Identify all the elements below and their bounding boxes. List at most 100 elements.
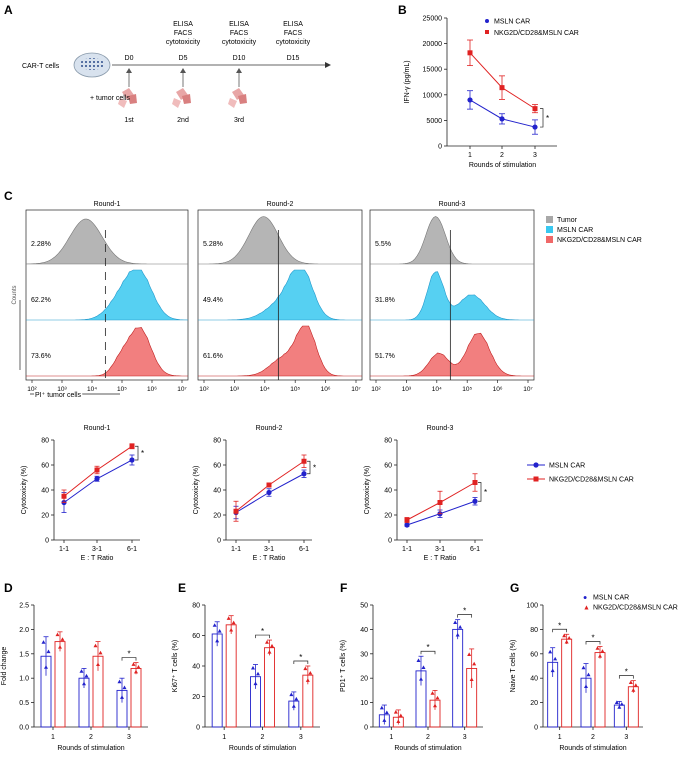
- chart-d-replicate-point: [134, 669, 138, 674]
- hist-x-tick-label: 10²: [27, 386, 37, 393]
- chart-g-x-tick-label: 2: [591, 734, 595, 741]
- hist-msln-curve: [26, 269, 189, 321]
- chart-f-replicate-point: [453, 620, 458, 624]
- hist-tumor-curve: [370, 216, 534, 265]
- chart-g-replicate-point: [617, 705, 622, 709]
- chart-e-replicate-point: [267, 649, 272, 654]
- chart-f-y-tick-label: 40: [360, 627, 368, 634]
- chart-d-bar: [54, 641, 66, 728]
- chart-g-x-label: Rounds of stimulation: [559, 745, 626, 752]
- chart-c-line-point: [266, 489, 272, 496]
- chart-f-replicate-point: [435, 695, 440, 700]
- hist-x-tick-label: 10⁵: [462, 386, 472, 393]
- chart-b-legend-label: NKG2D/CD28&MSLN CAR: [494, 30, 579, 37]
- chart-c-line-point: [94, 476, 100, 482]
- chart-f-bar: [452, 628, 464, 728]
- chart-d-x-label: Rounds of stimulation: [57, 745, 124, 752]
- hist-legend-label: MSLN CAR: [557, 227, 593, 234]
- chart-f-sig-star: *: [426, 643, 429, 652]
- chart-c-line-y-tick-label: 60: [213, 463, 221, 470]
- chart-g-y-tick-label: 80: [530, 627, 538, 634]
- hist-x-tick-label: 10²: [199, 386, 209, 393]
- chart-g-y-tick-label: 40: [530, 676, 538, 683]
- chart-f-replicate-point: [467, 652, 472, 656]
- chart-f-replicate-point: [421, 665, 426, 669]
- chart-e-replicate-point: [212, 623, 217, 627]
- chart-c-line-legend-marker: [533, 476, 539, 482]
- chart-f-y-tick-label: 20: [360, 676, 368, 683]
- assay-elisa-d15: ELISA: [283, 21, 303, 28]
- chart-d-replicate-point: [60, 637, 65, 641]
- chart-d-replicate-point: [117, 679, 122, 684]
- chart-f-y-tick-label: 30: [360, 651, 368, 658]
- chart-d-x-tick-label: 3: [127, 734, 131, 741]
- chart-d-bar: [130, 667, 142, 728]
- chart-d-y-tick-label: 2.0: [19, 627, 29, 634]
- chart-c-line-title: Round-2: [256, 425, 283, 432]
- chart-c-line-y-label: Cytotoxicity (%): [193, 466, 200, 515]
- round-2nd: 2nd: [177, 117, 189, 124]
- chart-g-legend-marker: ▲: [583, 605, 590, 612]
- hist-tumor-curve: [25, 218, 188, 265]
- assay-elisa-d5: ELISA: [173, 21, 193, 28]
- chart-g-y-label: Naive T cells (%): [510, 640, 517, 693]
- chart-c-line-x-tick-label: 1-1: [59, 546, 69, 553]
- chart-e-bar: [211, 633, 223, 728]
- hist-nk-curve: [370, 332, 534, 377]
- chart-c-line-y-tick-label: 20: [41, 513, 49, 520]
- chart-c-line-x-tick-label: 3-1: [92, 546, 102, 553]
- chart-c-line-point: [472, 480, 478, 485]
- hist-nk-curve: [26, 327, 188, 377]
- chart-f-replicate-point: [393, 709, 398, 714]
- chart-f-x-tick-label: 3: [463, 734, 467, 741]
- hist-nk-curve: [198, 325, 362, 377]
- hist-percent: 62.2%: [31, 297, 51, 304]
- chart-g-sig-star: *: [558, 621, 561, 630]
- chart-b-y-tick-label: 20000: [423, 41, 443, 48]
- hist-x-tick-label: 10³: [230, 386, 240, 393]
- chart-e-y-tick-label: 60: [192, 633, 200, 640]
- chart-d-y-tick-label: 2.5: [19, 603, 29, 610]
- chart-e-replicate-point: [226, 616, 231, 620]
- tumor-cells-icon-3: [228, 88, 247, 108]
- chart-c-line-round-1: Round-1 0 20 40 60 80 Cytotoxicity (%) 1-1 3-1 6-…: [21, 425, 144, 562]
- chart-e-x-label: Rounds of stimulation: [229, 745, 296, 752]
- chart-g-sig-bracket: [618, 675, 634, 679]
- panel-a-schematic: CAR-T cells D0 D5 D10 D15 ELISA FACS cyt…: [22, 21, 331, 124]
- chart-g-replicate-point: [628, 680, 633, 684]
- assay-cytotoxicity-d5: cytotoxicity: [166, 39, 201, 46]
- chart-e-replicate-point: [294, 696, 299, 701]
- chart-f-x-tick-label: 2: [426, 734, 430, 741]
- chart-e-x-tick-label: 1: [222, 734, 226, 741]
- chart-g-y-tick-label: 20: [530, 700, 538, 707]
- chart-e-replicate-point: [303, 666, 308, 671]
- chart-c-line-sig-star: *: [313, 464, 316, 473]
- hist-x-tick-label: 10²: [371, 386, 381, 393]
- hist-frame: [25, 209, 189, 381]
- chart-c-line-x-tick-label: 1-1: [402, 546, 412, 553]
- panel-label-g: G: [510, 581, 519, 595]
- chart-g-replicate-point: [614, 700, 619, 705]
- chart-g-legend-marker: ●: [583, 595, 587, 602]
- chart-f-replicate-point: [469, 677, 474, 681]
- assay-cytotoxicity-d15: cytotoxicity: [276, 39, 311, 46]
- panel-label-e: E: [178, 581, 186, 595]
- day-d5: D5: [179, 55, 188, 62]
- hist-percent: 73.6%: [31, 353, 51, 360]
- chart-b-y-tick-label: 25000: [423, 16, 443, 23]
- chart-f-x-label: Rounds of stimulation: [394, 745, 461, 752]
- chart-f-replicate-point: [455, 632, 460, 637]
- chart-e-x-tick-label: 3: [299, 734, 303, 741]
- chart-f-replicate-point: [472, 661, 477, 666]
- tumor-cells-icon-2: [172, 88, 191, 108]
- chart-g-replicate-point: [553, 656, 558, 661]
- hist-percent: 51.7%: [375, 353, 395, 360]
- chart-b-legend-marker: [485, 19, 489, 23]
- hist-legend-swatch: [546, 216, 553, 223]
- hist-percent: 5.5%: [375, 241, 391, 248]
- chart-f: 0 10 20 30 40 50 PD1⁺ T cells (%) 1 2 * 3 * Rounds o…: [340, 603, 483, 752]
- chart-c-line-point: [61, 493, 67, 499]
- chart-e: 0 20 40 60 80 Ki67⁺ T cells (%) 1 2 * 3 * Rounds of…: [172, 603, 320, 752]
- chart-g-replicate-point: [564, 639, 569, 644]
